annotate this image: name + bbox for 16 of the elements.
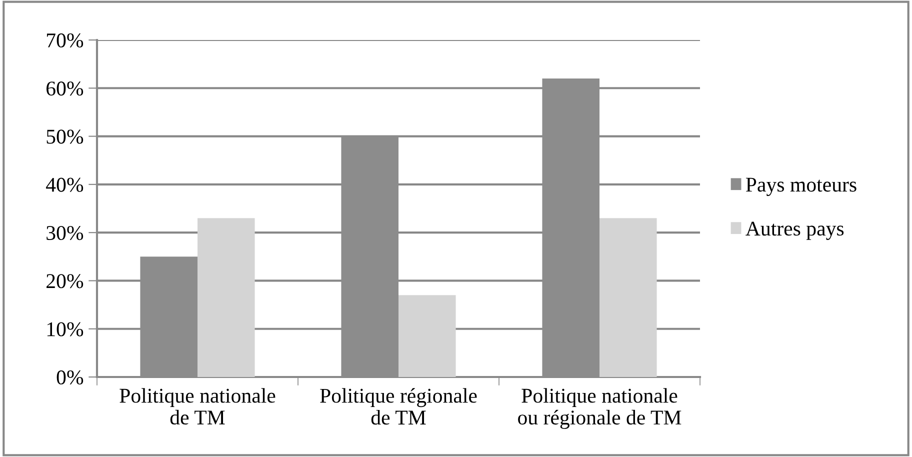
x-tick-label: Politique régionale de TM xyxy=(320,388,477,425)
legend-label: Autres pays xyxy=(746,222,844,240)
x-tick-label: Politique nationale de TM xyxy=(120,388,276,425)
y-tick-label: 10% xyxy=(47,322,84,336)
bar xyxy=(198,218,255,377)
bar xyxy=(600,218,657,377)
legend-label: Pays moteurs xyxy=(746,178,856,196)
y-tick-label: 30% xyxy=(46,226,84,240)
y-tick-label: 40% xyxy=(46,178,84,192)
y-tick-label: 0% xyxy=(56,370,84,384)
y-tick-label: 70% xyxy=(46,33,84,48)
bar xyxy=(398,295,456,377)
y-tick-label: 50% xyxy=(46,130,84,144)
y-tick-label: 20% xyxy=(46,274,84,288)
y-tick-label: 60% xyxy=(46,82,84,96)
x-tick-label: Politique nationale ou régionale de TM xyxy=(518,388,682,429)
